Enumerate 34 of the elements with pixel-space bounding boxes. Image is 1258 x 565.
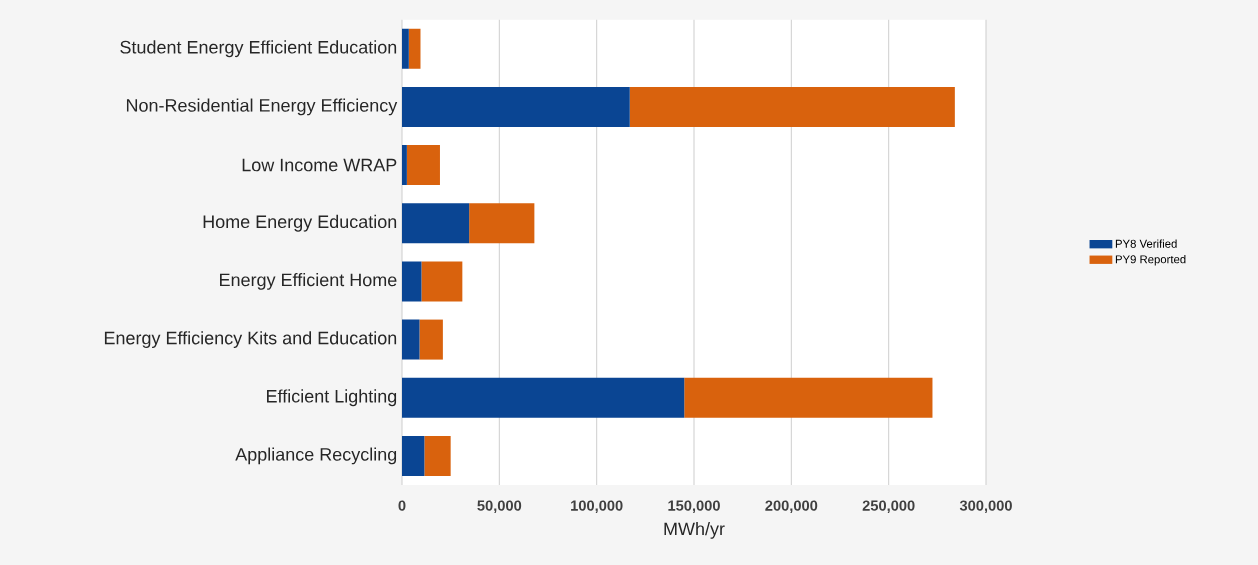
- bar: [419, 319, 443, 360]
- bar: [402, 377, 685, 418]
- bar: [402, 435, 425, 476]
- y-tick-label: Energy Efficient Home: [220, 273, 397, 290]
- x-tick-label: 300,000: [959, 500, 1012, 513]
- y-tick-label: Non-Residential Energy Efficiency: [126, 98, 398, 116]
- y-tick-label: Appliance Recycling: [235, 447, 397, 465]
- bar: [402, 145, 407, 186]
- bar: [421, 261, 463, 302]
- x-tick-label: 0: [398, 500, 406, 511]
- bar: [684, 377, 933, 418]
- y-tick-label: Home Energy Education: [203, 214, 397, 232]
- bar: [469, 203, 535, 244]
- bar: [406, 145, 440, 186]
- bar: [402, 261, 422, 302]
- bar: [408, 28, 421, 69]
- x-axis-title: MWh/yr: [664, 522, 725, 539]
- x-tick-label: 150,000: [668, 500, 720, 513]
- x-tick-label: 250,000: [862, 500, 915, 513]
- bar: [424, 435, 451, 476]
- bar: [402, 203, 470, 244]
- bar: [629, 86, 955, 127]
- x-tick-label: 50,000: [477, 500, 522, 513]
- bar: [402, 86, 630, 127]
- legend-label: PY9 Reported: [1115, 255, 1186, 266]
- y-tick-label: Low Income WRAP: [242, 158, 397, 172]
- bar: [402, 319, 420, 360]
- legend-label: PY8 Verified: [1115, 239, 1177, 248]
- y-tick-label: Energy Efficiency Kits and Education: [104, 331, 397, 348]
- x-tick-label: 200,000: [765, 500, 818, 513]
- x-tick-label: 100,000: [571, 500, 623, 513]
- y-tick-label: Student Energy Efficient Education: [120, 40, 397, 58]
- y-tick-label: Efficient Lighting: [267, 389, 397, 407]
- bar: [402, 28, 409, 69]
